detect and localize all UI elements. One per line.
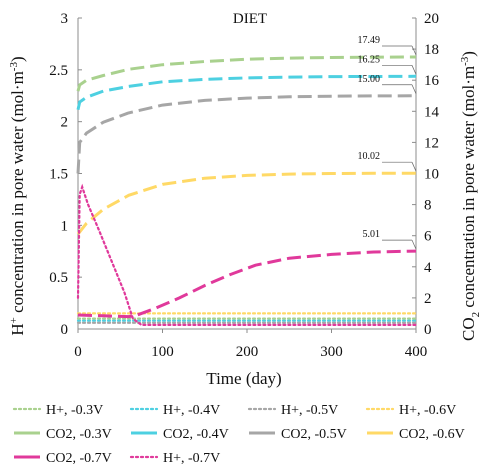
legend-label: H+, -0.4V bbox=[163, 403, 220, 418]
annotation-leader bbox=[411, 65, 417, 75]
annotation-leader bbox=[411, 45, 417, 56]
annotation-label: 15.00 bbox=[358, 74, 381, 85]
y-right-tick-label: 20 bbox=[424, 11, 439, 27]
y-left-tick-label: 0.5 bbox=[49, 270, 68, 286]
y-right-tick-label: 14 bbox=[424, 104, 440, 120]
y-right-tick-label: 16 bbox=[424, 73, 440, 89]
series-line-co2-0-6v bbox=[76, 171, 417, 236]
series-line-co2-0-4v bbox=[76, 74, 417, 111]
series-line-h-0-7v bbox=[76, 183, 418, 326]
legend-label: CO2, -0.7V bbox=[46, 451, 112, 466]
y-left-tick-label: 2.5 bbox=[49, 63, 68, 79]
y-left-tick-label: 3 bbox=[61, 11, 69, 27]
y-left-tick-label: 2 bbox=[61, 115, 69, 131]
legend-label: H+, -0.5V bbox=[281, 403, 338, 418]
legend-label: H+, -0.3V bbox=[46, 403, 103, 418]
legend-label: CO2, -0.6V bbox=[399, 427, 465, 442]
annotation-label: 17.49 bbox=[358, 35, 381, 46]
y-right-tick-label: 10 bbox=[424, 167, 439, 183]
y-right-tick-label: 12 bbox=[424, 135, 439, 151]
y-left-tick-label: 1.5 bbox=[49, 167, 68, 183]
y-left-tick-label: 0 bbox=[61, 322, 69, 338]
x-tick-label: 300 bbox=[320, 344, 343, 360]
x-tick-label: 200 bbox=[236, 344, 259, 360]
legend-label: CO2, -0.5V bbox=[281, 427, 347, 442]
y-axis-right-label: CO2 concentration in pore water (mol·m-3… bbox=[459, 51, 482, 341]
annotation-label: 10.02 bbox=[358, 151, 381, 162]
y-axis-left-label: H+ concentration in pore water (mol·m-3) bbox=[8, 56, 27, 335]
legend-label: H+, -0.6V bbox=[399, 403, 456, 418]
series-line-co2-0-3v bbox=[76, 55, 417, 92]
annotation-label: 5.01 bbox=[363, 229, 381, 240]
y-right-tick-label: 8 bbox=[424, 198, 432, 214]
annotation-leader bbox=[411, 239, 417, 250]
chart-title: DIET bbox=[233, 11, 267, 27]
series-line-co2-0-5v bbox=[76, 94, 417, 174]
y-right-tick-label: 18 bbox=[424, 42, 439, 58]
annotation-leader bbox=[411, 162, 417, 172]
annotation-layer: 17.49 16.25 15.00 10.02 5.01 bbox=[358, 35, 417, 250]
annotation-label: 16.25 bbox=[358, 54, 381, 65]
y-right-tick-label: 6 bbox=[424, 229, 432, 245]
legend-label: H+, -0.7V bbox=[163, 451, 220, 466]
y-right-tick-label: 0 bbox=[424, 322, 432, 338]
legend: H+, -0.3V H+, -0.4V H+, -0.5V H+, -0.6V CO2,… bbox=[12, 403, 465, 466]
x-tick-label: 0 bbox=[74, 344, 82, 360]
y-right-tick-label: 2 bbox=[424, 291, 432, 307]
x-tick-label: 400 bbox=[405, 344, 428, 360]
series-layer bbox=[76, 55, 418, 326]
series-line-co2-0-7v bbox=[77, 249, 417, 319]
y-right-tick-label: 4 bbox=[424, 260, 432, 276]
legend-label: CO2, -0.3V bbox=[46, 427, 112, 442]
y-left-tick-label: 1 bbox=[61, 218, 69, 234]
annotation-leader bbox=[411, 84, 417, 94]
legend-label: CO2, -0.4V bbox=[163, 427, 229, 442]
x-tick-label: 100 bbox=[151, 344, 174, 360]
x-axis-label: Time (day) bbox=[206, 369, 281, 388]
